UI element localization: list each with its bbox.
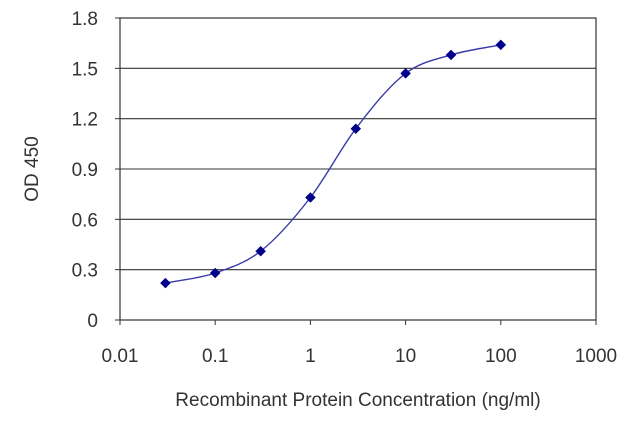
data-point	[445, 49, 457, 61]
x-tick-label: 1	[305, 346, 316, 367]
y-tick-label: 0.3	[72, 261, 98, 282]
gridlines	[120, 67, 596, 271]
x-tick-label: 10	[395, 346, 416, 367]
y-axis-ticks: 0 0.3 0.6 0.9 1.2 1.5 1.8	[72, 9, 120, 332]
data-point	[495, 39, 507, 51]
y-tick-label: 1.5	[72, 59, 98, 80]
x-axis-ticks: 0.01 0.1 1 10 100 1000	[102, 320, 617, 367]
y-tick-label: 0	[87, 311, 98, 332]
data-points	[160, 39, 507, 289]
x-axis-title: Recombinant Protein Concentration (ng/ml…	[175, 390, 540, 411]
y-tick-label: 0.9	[72, 160, 98, 181]
x-tick-label: 0.1	[202, 346, 228, 367]
data-point	[209, 267, 221, 279]
y-axis-title: OD 450	[22, 136, 43, 201]
data-point	[255, 245, 266, 257]
x-tick-label: 100	[485, 346, 517, 367]
x-tick-label: 0.01	[102, 346, 139, 367]
y-tick-label: 1.8	[72, 9, 98, 30]
x-tick-label: 1000	[575, 346, 617, 367]
data-point	[305, 192, 316, 203]
data-point	[350, 123, 362, 135]
data-point	[160, 277, 171, 289]
y-tick-label: 0.6	[72, 210, 98, 231]
y-tick-label: 1.2	[72, 110, 98, 131]
data-point	[400, 68, 411, 79]
fit-curve	[165, 44, 501, 284]
